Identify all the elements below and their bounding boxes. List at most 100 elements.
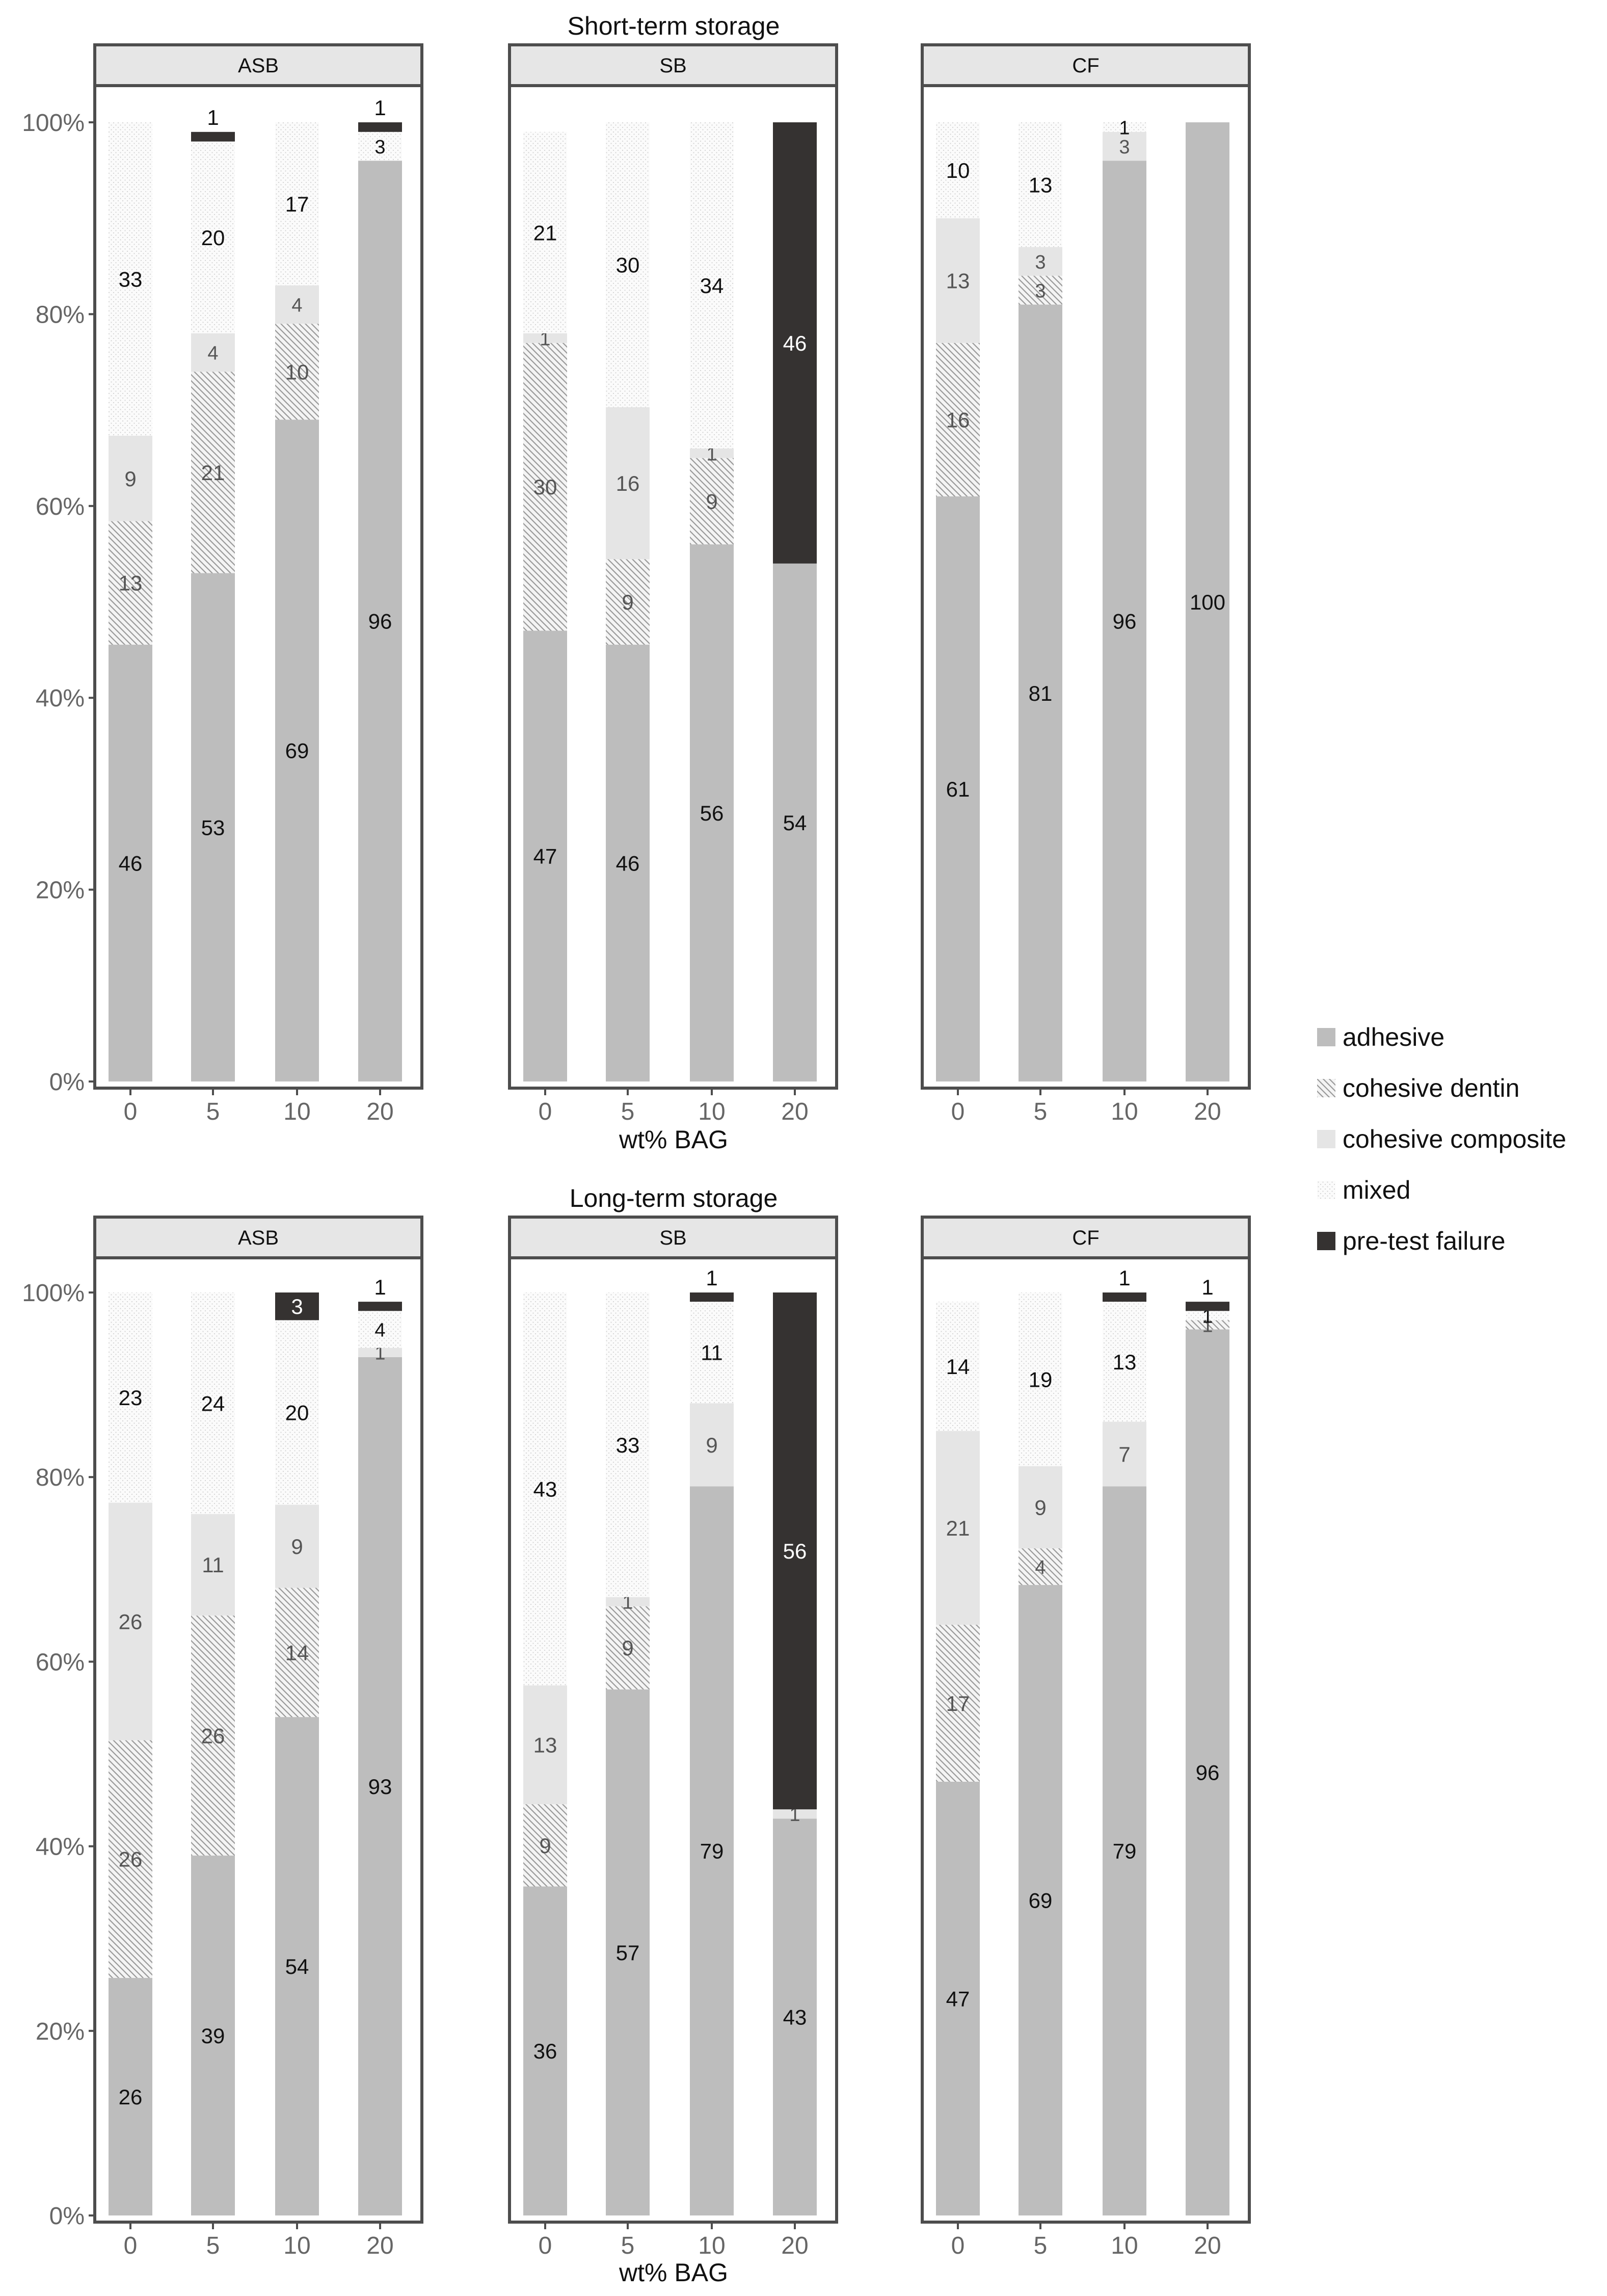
bar-long-term-storage-cf-20-adhesive: [1186, 1329, 1229, 2215]
x-tick-label-short-term-storage-cf-10: 10: [1111, 1098, 1138, 1125]
bar-long-term-storage-sb-20-pre-test-failure: [773, 1292, 817, 1810]
bar-long-term-storage-asb-20-adhesive: [358, 1357, 402, 2215]
bar-long-term-storage-sb-5-adhesive: [606, 1689, 650, 2215]
data-label-long-term-storage-cf-0-adhesive: 47: [946, 1987, 970, 2011]
data-label-long-term-storage-sb-5-cohesive-dentin: 9: [622, 1636, 633, 1660]
data-label-long-term-storage-sb-10-adhesive: 79: [700, 1839, 724, 1863]
data-label-long-term-storage-asb-5-mixed: 24: [201, 1391, 225, 1415]
data-label-short-term-storage-asb-5-cohesive-composite: 4: [207, 343, 218, 364]
data-label-long-term-storage-asb-0-cohesive-dentin: 26: [119, 1848, 143, 1871]
bar-long-term-storage-sb-10-pre-test-failure: [690, 1292, 734, 1302]
bar-short-term-storage-asb-5-pre-test-failure: [191, 131, 235, 142]
data-label-long-term-storage-sb-10-mixed: 11: [701, 1341, 723, 1365]
data-label-short-term-storage-sb-5-adhesive: 46: [616, 851, 640, 875]
bar-short-term-storage-cf-5-mixed: [1019, 122, 1062, 247]
data-label-long-term-storage-asb-10-cohesive-composite: 9: [291, 1535, 303, 1559]
facet-label-long-term-storage-asb: ASB: [238, 1227, 279, 1249]
data-label-short-term-storage-cf-5-mixed: 13: [1029, 173, 1053, 197]
data-label-long-term-storage-asb-0-cohesive-composite: 26: [119, 1610, 143, 1634]
bar-short-term-storage-cf-0-cohesive-composite: [936, 218, 980, 343]
bar-long-term-storage-cf-5-mixed: [1019, 1292, 1062, 1466]
bar-short-term-storage-sb-5-cohesive-dentin: [606, 559, 650, 645]
bar-short-term-storage-sb-20-adhesive: [773, 563, 817, 1081]
y-tick-label-long-term-storage-60: 60%: [36, 1649, 85, 1676]
bar-long-term-storage-sb-5-cohesive-composite: [606, 1597, 650, 1606]
data-label-short-term-storage-cf-20-adhesive: 100: [1190, 590, 1225, 614]
bar-short-term-storage-asb-10-mixed: [275, 122, 319, 285]
legend-swatch-pre-test-failure: [1317, 1232, 1335, 1250]
data-label-short-term-storage-sb-0-cohesive-composite: 1: [540, 328, 550, 350]
x-tick-label-long-term-storage-asb-20: 20: [366, 2232, 393, 2259]
bar-long-term-storage-cf-0-adhesive: [936, 1781, 980, 2215]
data-label-short-term-storage-asb-10-mixed: 17: [285, 192, 309, 216]
x-tick-label-long-term-storage-sb-0: 0: [539, 2232, 552, 2259]
bar-short-term-storage-asb-10-adhesive: [275, 419, 319, 1082]
data-label-long-term-storage-cf-10-pre-test-failure: 1: [1118, 1266, 1130, 1290]
data-label-short-term-storage-asb-10-cohesive-composite: 4: [291, 295, 302, 316]
data-label-short-term-storage-sb-10-mixed: 34: [700, 274, 724, 298]
legend-item-mixed: mixed: [1317, 1165, 1602, 1216]
data-label-long-term-storage-sb-5-adhesive: 57: [616, 1941, 640, 1965]
bar-long-term-storage-asb-5-adhesive: [191, 1855, 235, 2215]
y-tick-label-long-term-storage-80: 80%: [36, 1464, 85, 1491]
bar-long-term-storage-sb-10-mixed: [690, 1302, 734, 1404]
bar-long-term-storage-cf-10-adhesive: [1103, 1486, 1146, 2215]
bar-long-term-storage-cf-5-cohesive-dentin: [1019, 1548, 1062, 1585]
bar-long-term-storage-sb-10-cohesive-composite: [690, 1403, 734, 1487]
legend-label-adhesive: adhesive: [1343, 1023, 1445, 1051]
x-tick-label-short-term-storage-cf-20: 20: [1194, 1098, 1221, 1125]
bar-long-term-storage-cf-0-mixed: [936, 1302, 980, 1431]
data-label-short-term-storage-sb-0-cohesive-dentin: 30: [533, 475, 557, 499]
bar-short-term-storage-sb-0-cohesive-dentin: [523, 342, 567, 631]
bar-short-term-storage-sb-20-pre-test-failure: [773, 122, 817, 564]
bar-short-term-storage-sb-5-mixed: [606, 122, 650, 408]
data-label-long-term-storage-asb-10-cohesive-dentin: 14: [285, 1641, 309, 1665]
bar-short-term-storage-asb-0-cohesive-dentin: [109, 521, 152, 645]
y-tick-label-short-term-storage-80: 80%: [36, 301, 85, 328]
data-label-long-term-storage-cf-20-mixed: 1: [1202, 1306, 1213, 1327]
data-label-short-term-storage-asb-20-mixed: 3: [374, 137, 385, 158]
data-label-long-term-storage-sb-0-cohesive-dentin: 9: [539, 1834, 551, 1858]
bar-short-term-storage-sb-0-cohesive-composite: [523, 333, 567, 343]
data-label-short-term-storage-asb-0-mixed: 33: [119, 267, 143, 291]
data-label-short-term-storage-asb-5-mixed: 20: [201, 226, 225, 250]
data-label-short-term-storage-asb-5-adhesive: 53: [201, 815, 225, 839]
data-label-short-term-storage-asb-0-cohesive-dentin: 13: [119, 571, 143, 595]
bar-long-term-storage-sb-0-cohesive-dentin: [523, 1804, 567, 1887]
bar-long-term-storage-sb-20-cohesive-composite: [773, 1809, 817, 1819]
facet-label-short-term-storage-sb: SB: [659, 55, 686, 77]
bar-long-term-storage-asb-20-mixed: [358, 1311, 402, 1348]
x-tick-label-short-term-storage-sb-5: 5: [621, 1098, 635, 1125]
data-label-long-term-storage-sb-10-cohesive-composite: 9: [706, 1433, 717, 1457]
data-label-long-term-storage-cf-20-adhesive: 96: [1196, 1761, 1220, 1785]
data-label-long-term-storage-sb-20-cohesive-composite: 1: [789, 1804, 800, 1826]
bar-long-term-storage-sb-5-cohesive-dentin: [606, 1606, 650, 1690]
data-label-long-term-storage-asb-10-adhesive: 54: [285, 1955, 309, 1978]
data-label-long-term-storage-asb-0-adhesive: 26: [119, 2085, 143, 2109]
x-tick-label-long-term-storage-sb-5: 5: [621, 2232, 635, 2259]
x-tick-label-long-term-storage-sb-10: 10: [698, 2232, 725, 2259]
bar-long-term-storage-cf-20-cohesive-dentin: [1186, 1320, 1229, 1330]
data-label-short-term-storage-sb-0-adhesive: 47: [533, 844, 557, 868]
data-label-short-term-storage-cf-0-mixed: 10: [946, 159, 970, 182]
data-label-long-term-storage-cf-5-cohesive-dentin: 4: [1035, 1557, 1046, 1578]
data-label-short-term-storage-asb-5-pre-test-failure: 1: [207, 105, 219, 129]
y-tick-label-short-term-storage-20: 20%: [36, 877, 85, 904]
data-label-short-term-storage-cf-5-adhesive: 81: [1029, 681, 1053, 705]
data-label-long-term-storage-asb-20-cohesive-composite: 1: [374, 1343, 385, 1364]
legend-swatch-cohesive-composite: [1317, 1130, 1335, 1148]
bar-long-term-storage-asb-0-adhesive: [109, 1977, 152, 2215]
data-label-short-term-storage-sb-10-adhesive: 56: [700, 801, 724, 825]
bar-short-term-storage-sb-10-adhesive: [690, 544, 734, 1081]
legend-item-cohesive-dentin: cohesive dentin: [1317, 1063, 1602, 1114]
y-tick-label-short-term-storage-100: 100%: [22, 110, 85, 137]
bar-long-term-storage-asb-20-cohesive-composite: [358, 1348, 402, 1357]
legend: adhesive cohesive dentin cohesive compos…: [1317, 1012, 1602, 1266]
data-label-short-term-storage-asb-0-adhesive: 46: [119, 851, 143, 875]
bar-short-term-storage-asb-20-mixed: [358, 131, 402, 161]
bar-short-term-storage-cf-20-adhesive: [1186, 122, 1229, 1081]
facet-label-short-term-storage-asb: ASB: [238, 55, 279, 77]
bar-short-term-storage-sb-5-adhesive: [606, 644, 650, 1081]
bar-short-term-storage-cf-0-adhesive: [936, 496, 980, 1081]
bar-long-term-storage-asb-0-cohesive-composite: [109, 1502, 152, 1740]
